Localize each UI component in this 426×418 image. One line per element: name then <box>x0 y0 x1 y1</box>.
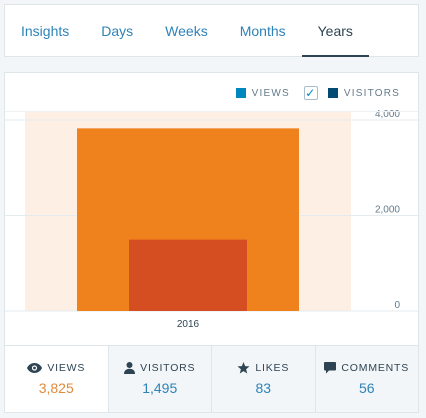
bar-visitors-2016 <box>129 239 247 311</box>
x-tick-label: 2016 <box>177 319 200 330</box>
summary-views-label: VIEWS <box>47 362 86 374</box>
summary-visitors-label-row: VISITORS <box>124 362 195 374</box>
visitors-swatch <box>327 88 338 98</box>
stats-period-tabs: Insights Days Weeks Months Years <box>4 4 419 57</box>
y-tick-label: 4,000 <box>375 109 400 120</box>
summary-likes-label: LIKES <box>255 362 290 374</box>
tab-years[interactable]: Years <box>301 5 370 57</box>
summary-comments-value: 56 <box>358 380 375 396</box>
legend-views: VIEWS <box>235 87 290 99</box>
star-icon <box>237 362 250 374</box>
stats-bar-chart: 0 2,000 4,000 2016 <box>5 109 420 330</box>
summary-comments-label-row: COMMENTS <box>324 362 409 374</box>
legend-divider <box>5 111 418 112</box>
comment-icon <box>324 362 337 374</box>
summary-visitors-value: 1,495 <box>142 380 178 396</box>
tab-months[interactable]: Months <box>239 22 286 39</box>
eye-icon <box>27 363 43 373</box>
tab-weeks[interactable]: Weeks <box>165 22 208 39</box>
summary-visitors-label: VISITORS <box>140 362 196 374</box>
person-icon <box>124 362 136 374</box>
summary-likes-value: 83 <box>255 380 272 396</box>
summary-views-label-row: VIEWS <box>27 362 85 374</box>
legend-visitors-label: VISITORS <box>343 87 400 99</box>
summary-visitors[interactable]: VISITORS 1,495 <box>107 346 211 412</box>
tab-days[interactable]: Days <box>101 22 134 39</box>
visitors-checkbox[interactable]: ✓ <box>303 86 318 100</box>
summary-views-value: 3,825 <box>38 380 74 396</box>
tab-insights[interactable]: Insights <box>21 22 70 39</box>
summary-likes-label-row: LIKES <box>237 362 289 374</box>
y-tick-label: 0 <box>394 300 400 311</box>
chart-legend: VIEWS ✓ VISITORS <box>222 86 400 100</box>
legend-visitors[interactable]: ✓ VISITORS <box>303 86 400 100</box>
stats-chart-card: 0 2,000 4,000 2016 VIEWS ✓ VISITORS VIEWS 3… <box>4 72 420 413</box>
views-swatch <box>235 88 246 98</box>
summary-comments-label: COMMENTS <box>341 362 410 374</box>
summary-tabs: VIEWS 3,825 VISITORS 1,495 LIKES 83 <box>5 345 418 412</box>
summary-comments[interactable]: COMMENTS 56 <box>314 346 418 412</box>
tab-bar: Insights Days Weeks Months Years <box>5 5 370 57</box>
legend-views-label: VIEWS <box>251 87 290 99</box>
y-tick-label: 2,000 <box>375 205 400 216</box>
summary-likes[interactable]: LIKES 83 <box>211 346 315 412</box>
summary-views[interactable]: VIEWS 3,825 <box>5 346 108 412</box>
